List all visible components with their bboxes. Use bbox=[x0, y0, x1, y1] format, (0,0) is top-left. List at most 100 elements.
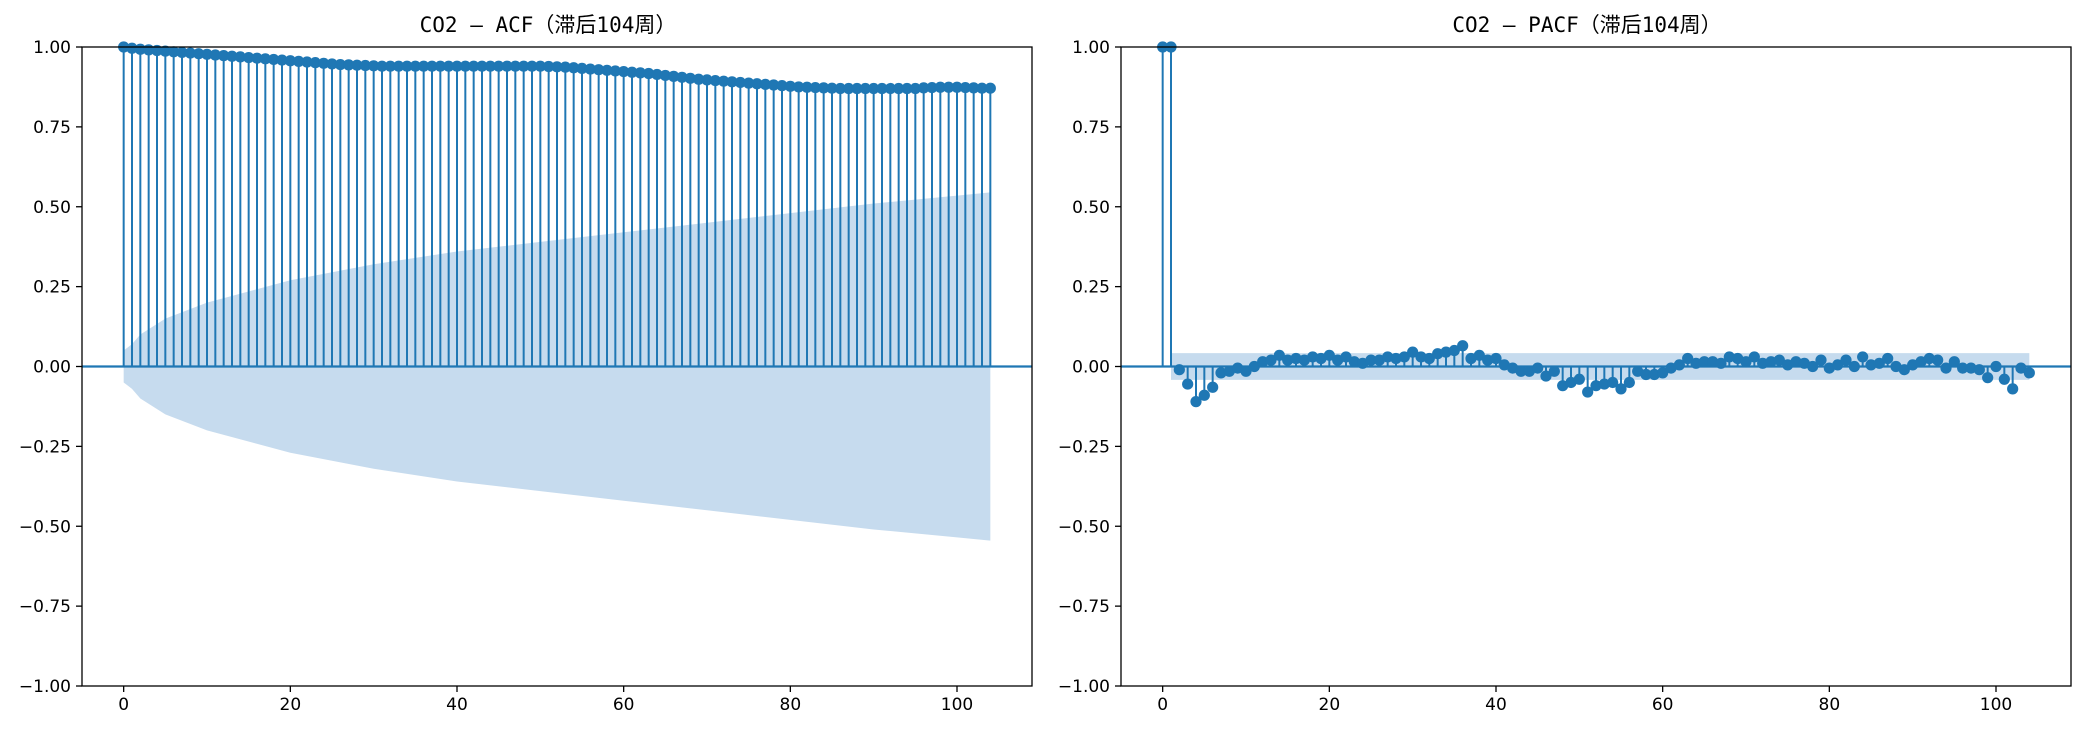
pacf-marker-lag-99 bbox=[1982, 372, 1994, 384]
acf-marker-lag-69 bbox=[693, 73, 705, 85]
acf-marker-lag-21 bbox=[293, 55, 305, 67]
pacf-marker-lag-96 bbox=[1957, 362, 1969, 374]
pacf-marker-lag-82 bbox=[1840, 354, 1852, 366]
pacf-marker-lag-94 bbox=[1940, 362, 1952, 374]
acf-marker-lag-103 bbox=[976, 82, 988, 94]
pacf-marker-lag-2 bbox=[1173, 364, 1185, 376]
pacf-marker-lag-11 bbox=[1248, 360, 1260, 373]
acf-x-tick-label: 20 bbox=[280, 695, 302, 715]
acf-marker-lag-84 bbox=[818, 82, 830, 94]
pacf-y-tick-label: 0.25 bbox=[1072, 278, 1110, 298]
acf-marker-lag-40 bbox=[451, 60, 463, 72]
acf-marker-lag-47 bbox=[509, 60, 521, 72]
pacf-y-tick-label: 0.50 bbox=[1072, 198, 1110, 218]
pacf-chart-panel: CO2 — PACF（滞后104周） −1.00 −0.75 −0.50 −0.25 0… bbox=[1058, 13, 2072, 715]
pacf-marker-lag-47 bbox=[1548, 365, 1560, 377]
acf-marker-lag-37 bbox=[426, 60, 438, 72]
acf-marker-lag-59 bbox=[609, 65, 621, 77]
pacf-marker-lag-63 bbox=[1682, 352, 1694, 365]
acf-marker-lag-67 bbox=[676, 71, 688, 83]
acf-marker-lag-43 bbox=[476, 60, 488, 72]
acf-marker-lag-58 bbox=[601, 64, 613, 76]
acf-marker-lag-13 bbox=[226, 50, 238, 62]
pacf-marker-lag-68 bbox=[1723, 351, 1735, 363]
acf-y-tick-label: 0.50 bbox=[33, 198, 71, 218]
pacf-marker-lag-76 bbox=[1790, 356, 1802, 368]
acf-marker-lag-65 bbox=[659, 69, 671, 82]
pacf-x-axis: 0 20 40 60 80 100 bbox=[1157, 686, 2012, 715]
acf-marker-lag-39 bbox=[443, 60, 455, 72]
acf-marker-lag-53 bbox=[559, 61, 571, 73]
pacf-y-tick-label: −0.75 bbox=[1058, 597, 1110, 617]
pacf-marker-lag-71 bbox=[1748, 351, 1760, 363]
pacf-marker-lag-15 bbox=[1282, 354, 1294, 366]
pacf-marker-lag-35 bbox=[1448, 344, 1460, 357]
acf-marker-lag-35 bbox=[409, 60, 421, 72]
acf-marker-lag-85 bbox=[826, 82, 838, 94]
acf-marker-lag-54 bbox=[568, 62, 580, 74]
pacf-marker-lag-36 bbox=[1457, 340, 1469, 352]
pacf-x-tick-label: 100 bbox=[1980, 695, 2012, 715]
acf-marker-lag-20 bbox=[284, 55, 296, 67]
acf-marker-lag-82 bbox=[801, 81, 813, 93]
acf-marker-lag-101 bbox=[959, 81, 971, 94]
acf-marker-lag-12 bbox=[218, 50, 230, 62]
acf-marker-lag-9 bbox=[193, 48, 205, 60]
acf-marker-lag-1 bbox=[126, 42, 138, 54]
pacf-marker-lag-23 bbox=[1348, 356, 1360, 368]
acf-marker-lag-56 bbox=[584, 63, 596, 75]
acf-marker-lag-97 bbox=[926, 81, 938, 94]
pacf-y-tick-label: 0.00 bbox=[1072, 358, 1110, 378]
acf-marker-lag-29 bbox=[359, 59, 371, 72]
acf-marker-lag-16 bbox=[251, 52, 263, 64]
acf-marker-lag-42 bbox=[468, 60, 480, 72]
acf-marker-lag-50 bbox=[534, 60, 546, 72]
pacf-marker-lag-51 bbox=[1582, 386, 1594, 398]
acf-marker-lag-24 bbox=[318, 57, 330, 69]
pacf-y-axis: −1.00 −0.75 −0.50 −0.25 0.00 0.25 0.50 0.75 1.00 bbox=[1058, 38, 1121, 697]
acf-marker-lag-10 bbox=[201, 48, 213, 60]
pacf-marker-lag-46 bbox=[1540, 370, 1552, 382]
pacf-marker-lag-58 bbox=[1640, 368, 1652, 381]
acf-marker-lag-7 bbox=[176, 46, 188, 59]
acf-marker-lag-27 bbox=[343, 59, 355, 71]
acf-y-tick-label: 0.25 bbox=[33, 278, 71, 298]
pacf-marker-lag-20 bbox=[1323, 349, 1335, 361]
acf-marker-lag-70 bbox=[701, 74, 713, 86]
pacf-marker-lag-87 bbox=[1882, 352, 1894, 365]
pacf-marker-lag-66 bbox=[1707, 356, 1719, 368]
acf-marker-lag-89 bbox=[859, 82, 871, 95]
pacf-x-tick-label: 60 bbox=[1652, 695, 1674, 715]
acf-marker-lag-60 bbox=[618, 66, 630, 78]
pacf-marker-lag-72 bbox=[1757, 357, 1769, 369]
acf-marker-lag-46 bbox=[501, 60, 513, 72]
pacf-x-tick-label: 40 bbox=[1485, 695, 1507, 715]
acf-y-tick-label: 0.75 bbox=[33, 118, 71, 138]
acf-axes-frame bbox=[81, 46, 1033, 687]
acf-marker-lag-45 bbox=[493, 60, 505, 72]
acf-marker-lag-63 bbox=[643, 67, 655, 80]
acf-y-axis: −1.00 −0.75 −0.50 −0.25 0.00 0.25 0.50 0.75 1.00 bbox=[19, 38, 82, 697]
pacf-x-tick-label: 0 bbox=[1157, 695, 1168, 715]
pacf-chart-title: CO2 — PACF（滞后104周） bbox=[1452, 13, 1721, 37]
acf-marker-lag-98 bbox=[934, 81, 946, 93]
acf-x-tick-label: 60 bbox=[613, 695, 635, 715]
acf-marker-lag-68 bbox=[684, 72, 696, 84]
pacf-marker-lag-59 bbox=[1648, 368, 1660, 381]
pacf-marker-lag-64 bbox=[1690, 357, 1702, 369]
pacf-marker-lag-100 bbox=[1990, 360, 2002, 373]
pacf-marker-lag-28 bbox=[1390, 352, 1402, 365]
pacf-marker-lag-52 bbox=[1590, 380, 1602, 392]
acf-marker-lag-62 bbox=[634, 67, 646, 79]
acf-marker-lag-81 bbox=[793, 81, 805, 93]
acf-marker-lag-17 bbox=[259, 53, 271, 65]
pacf-marker-lag-78 bbox=[1807, 360, 1819, 373]
acf-marker-lag-78 bbox=[768, 79, 780, 91]
pacf-marker-lag-6 bbox=[1207, 381, 1219, 393]
pacf-marker-lag-33 bbox=[1432, 348, 1444, 360]
acf-marker-lag-102 bbox=[968, 82, 980, 94]
pacf-marker-lag-18 bbox=[1307, 351, 1319, 363]
acf-marker-lag-34 bbox=[401, 60, 413, 72]
acf-x-tick-label: 80 bbox=[780, 695, 802, 715]
